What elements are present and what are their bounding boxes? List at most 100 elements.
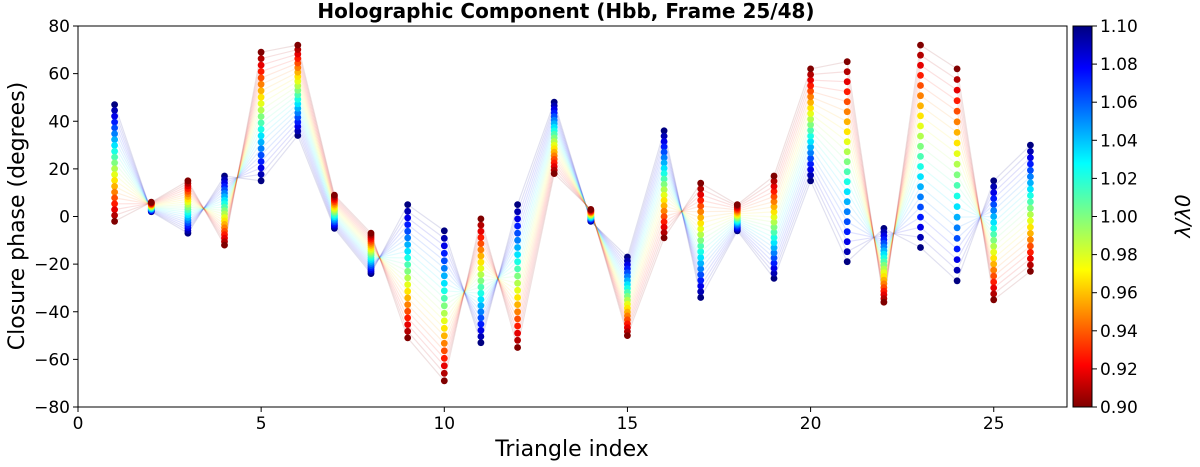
series-line-0.92 <box>114 107 1031 332</box>
data-point <box>1027 267 1034 275</box>
data-point <box>917 102 924 110</box>
data-point <box>990 225 998 232</box>
data-point <box>770 172 778 180</box>
data-point <box>111 153 118 161</box>
data-point <box>990 236 998 244</box>
data-point <box>147 198 155 206</box>
data-point <box>111 101 118 108</box>
colorbar-tick-label: 0.90 <box>1100 398 1138 418</box>
data-point <box>697 219 705 227</box>
data-point <box>111 200 118 208</box>
data-point <box>697 248 705 256</box>
data-point <box>111 142 118 149</box>
data-point <box>257 138 265 146</box>
data-point <box>770 188 778 195</box>
data-point <box>440 317 448 325</box>
data-point <box>697 288 705 296</box>
data-point <box>953 245 961 253</box>
data-point <box>807 65 814 73</box>
data-point <box>807 76 814 84</box>
data-point <box>660 127 668 135</box>
data-point <box>404 207 412 215</box>
y-axis-label: Closure phase (degrees) <box>5 82 30 351</box>
data-point <box>1027 185 1034 193</box>
y-tick-label: 80 <box>48 17 70 37</box>
data-point <box>1027 160 1034 168</box>
data-point <box>514 344 521 351</box>
data-point <box>477 271 485 278</box>
data-point <box>843 108 851 116</box>
data-point <box>917 92 924 100</box>
data-point <box>917 112 924 120</box>
data-point <box>843 208 851 216</box>
data-point <box>257 106 265 114</box>
data-point <box>843 178 851 186</box>
data-point <box>404 261 412 268</box>
colorbar-label-text: λ/λ0 <box>1171 194 1195 238</box>
data-point <box>953 118 961 126</box>
y-tick-label: 20 <box>48 160 70 180</box>
data-point <box>404 201 412 209</box>
data-point <box>807 99 814 106</box>
data-point <box>1027 148 1034 155</box>
data-point <box>880 298 888 306</box>
data-point <box>1027 217 1034 225</box>
data-point <box>697 225 705 233</box>
data-point <box>990 189 998 197</box>
data-point <box>807 138 814 146</box>
series-line-1.07 <box>114 57 1031 360</box>
data-point <box>514 272 521 280</box>
data-point <box>953 277 961 285</box>
data-point <box>257 93 265 101</box>
data-point <box>477 246 485 254</box>
data-point <box>843 238 851 246</box>
data-point <box>770 249 778 257</box>
data-point <box>990 254 998 262</box>
data-point <box>440 249 448 257</box>
data-point <box>917 193 924 201</box>
data-point <box>514 294 521 301</box>
data-point <box>257 164 265 172</box>
data-point <box>514 222 521 230</box>
data-point <box>1027 166 1034 174</box>
data-point <box>514 336 521 344</box>
data-point <box>843 168 851 176</box>
data-point <box>953 160 961 168</box>
data-point <box>404 267 412 275</box>
data-point <box>917 142 924 150</box>
data-point <box>660 181 668 188</box>
data-point <box>990 213 998 220</box>
data-point <box>257 132 265 140</box>
data-point <box>1027 154 1034 162</box>
data-point <box>1027 248 1034 256</box>
data-point <box>404 281 412 288</box>
y-tick-label: 40 <box>48 112 70 132</box>
y-tick-label: −40 <box>34 303 70 323</box>
data-point <box>697 236 705 244</box>
data-point <box>660 148 668 156</box>
y-tick-label: 60 <box>48 65 70 85</box>
data-point <box>477 221 485 229</box>
data-point <box>221 241 228 249</box>
x-tick-label: 5 <box>256 414 267 434</box>
data-point <box>843 88 851 96</box>
series-line-0.91 <box>114 103 1031 339</box>
data-point <box>660 186 668 194</box>
data-point <box>1027 230 1034 237</box>
data-point <box>917 51 924 59</box>
data-point <box>843 68 851 76</box>
data-point <box>917 132 924 140</box>
data-point <box>990 284 998 292</box>
data-point <box>257 68 265 75</box>
data-point <box>257 87 265 95</box>
data-point <box>514 201 521 209</box>
series-line-1.08 <box>114 53 1031 368</box>
data-point <box>477 339 485 347</box>
data-point <box>807 171 814 179</box>
data-point <box>660 170 668 178</box>
data-point <box>697 282 705 290</box>
data-point <box>440 362 448 370</box>
data-point <box>953 139 961 147</box>
data-point <box>990 177 998 185</box>
